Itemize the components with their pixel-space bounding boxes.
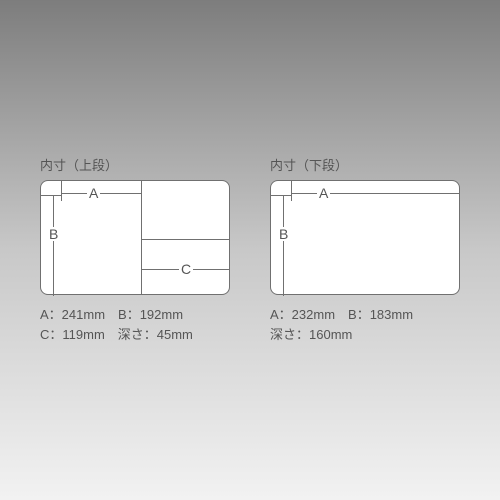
left-b-line	[53, 195, 54, 296]
left-b-label: B	[47, 227, 60, 241]
left-b-tick	[41, 195, 61, 196]
left-panel: 内寸（上段） A B C A：241mm B：192mm C：119mm 深さ：…	[40, 155, 230, 344]
right-a-label: A	[317, 186, 330, 200]
right-dims-line1: A：232mm B：183mm	[270, 305, 460, 325]
right-b-tick	[271, 195, 291, 196]
right-a-tick	[291, 181, 292, 201]
left-a-label: A	[87, 186, 100, 200]
right-box: A B	[270, 180, 460, 295]
left-vertical-divider	[141, 181, 142, 294]
right-b-label: B	[277, 227, 290, 241]
right-dims: A：232mm B：183mm 深さ：160mm	[270, 305, 460, 344]
right-panel: 内寸（下段） A B A：232mm B：183mm 深さ：160mm	[270, 155, 460, 344]
left-dims-line2: C：119mm 深さ：45mm	[40, 325, 230, 345]
left-horizontal-divider	[141, 239, 229, 240]
diagram-canvas: 内寸（上段） A B C A：241mm B：192mm C：119mm 深さ：…	[0, 0, 500, 500]
left-a-tick	[61, 181, 62, 201]
left-dims: A：241mm B：192mm C：119mm 深さ：45mm	[40, 305, 230, 344]
left-a-line	[61, 193, 141, 194]
left-dims-line1: A：241mm B：192mm	[40, 305, 230, 325]
left-c-label: C	[179, 262, 193, 276]
right-b-line	[283, 195, 284, 296]
left-title: 内寸（上段）	[40, 155, 230, 174]
left-box: A B C	[40, 180, 230, 295]
right-dims-line2: 深さ：160mm	[270, 325, 460, 345]
right-title: 内寸（下段）	[270, 155, 460, 174]
